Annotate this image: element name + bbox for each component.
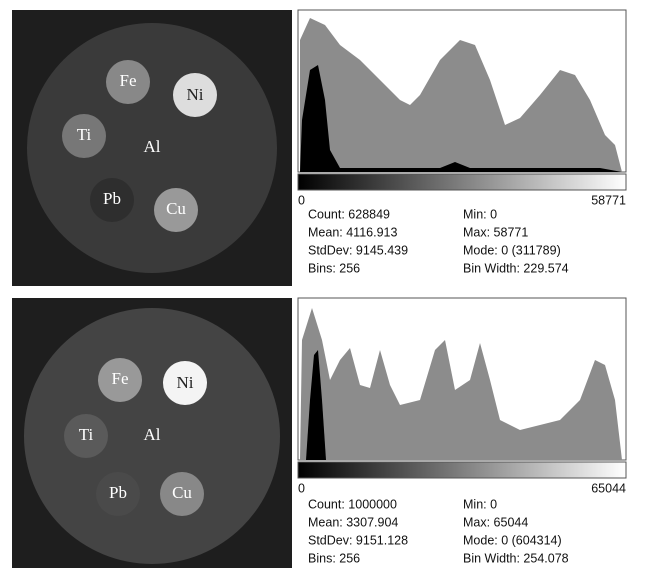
stat: Max: 58771	[463, 225, 528, 239]
insert	[98, 358, 142, 402]
stat: Bin Width: 229.574	[463, 261, 569, 275]
insert	[154, 188, 198, 232]
stat: StdDev: 9145.439	[308, 243, 408, 257]
histogram	[300, 308, 622, 460]
axis-min: 0	[298, 481, 305, 495]
phantom	[24, 308, 280, 564]
insert	[160, 472, 204, 516]
label: Pb	[109, 483, 127, 502]
histogram	[300, 18, 622, 172]
stat: Mode: 0 (604314)	[463, 533, 562, 547]
label: Ti	[77, 125, 92, 144]
stat: Bin Width: 254.078	[463, 551, 569, 565]
insert	[173, 73, 217, 117]
axis-max: 58771	[591, 193, 626, 207]
label: Al	[144, 425, 161, 444]
stat: Count: 628849	[308, 207, 390, 221]
stat: Mean: 3307.904	[308, 515, 398, 529]
stat: Mean: 4116.913	[308, 225, 397, 239]
stat: Count: 1000000	[308, 497, 397, 511]
insert	[64, 414, 108, 458]
axis-min: 0	[298, 193, 305, 207]
histogram	[306, 350, 326, 460]
label: Fe	[112, 369, 129, 388]
axis-max: 65044	[591, 481, 626, 495]
stat: Bins: 256	[308, 261, 360, 275]
lut-bar	[297, 461, 627, 479]
insert	[163, 361, 207, 405]
insert	[96, 472, 140, 516]
insert	[62, 114, 106, 158]
stat: Min: 0	[463, 207, 497, 221]
label: Ti	[79, 425, 94, 444]
stat: Min: 0	[463, 497, 497, 511]
label: Cu	[166, 199, 186, 218]
lut-bar	[297, 173, 627, 191]
label: Al	[144, 137, 161, 156]
stat: Max: 65044	[463, 515, 528, 529]
stat: StdDev: 9151.128	[308, 533, 408, 547]
histogram	[300, 65, 622, 172]
label: Cu	[172, 483, 192, 502]
insert	[90, 178, 134, 222]
label: Ni	[187, 85, 204, 104]
insert	[106, 60, 150, 104]
label: Pb	[103, 189, 121, 208]
label: Fe	[120, 71, 137, 90]
label: Ni	[177, 373, 194, 392]
stat: Bins: 256	[308, 551, 360, 565]
stat: Mode: 0 (311789)	[463, 243, 561, 257]
